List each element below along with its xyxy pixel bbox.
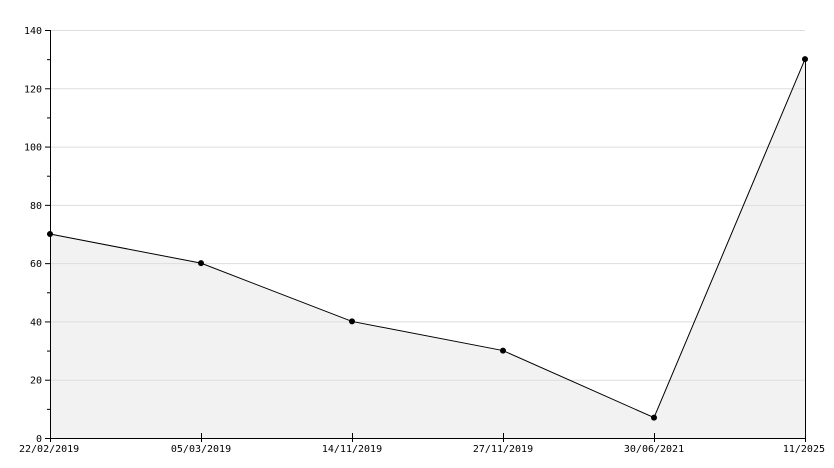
y-tick-label: 20	[30, 376, 42, 387]
x-tick-label: 22/02/2019	[19, 444, 79, 455]
data-point	[198, 260, 204, 267]
y-tick-label: 80	[30, 201, 42, 212]
y-tick-label: 0	[36, 434, 42, 445]
x-tick-label: 14/11/2019	[322, 444, 382, 455]
data-point	[651, 414, 657, 421]
y-tick-label: 60	[30, 259, 42, 270]
x-tick-label: 11/2025	[783, 444, 825, 455]
x-tick-label: 05/03/2019	[171, 444, 231, 455]
y-tick-label: 100	[24, 143, 42, 154]
data-point	[802, 56, 808, 63]
data-point	[500, 347, 506, 354]
series-line	[49, 58, 806, 419]
data-point	[349, 318, 355, 325]
data-point	[47, 231, 53, 237]
x-tick-label: 30/06/2021	[624, 444, 684, 455]
y-tick-label: 40	[30, 317, 42, 328]
y-tick-label: 140	[24, 26, 42, 37]
y-tick-label: 120	[24, 84, 42, 95]
x-tick-label: 27/11/2019	[473, 444, 533, 455]
area-fill	[50, 59, 805, 439]
